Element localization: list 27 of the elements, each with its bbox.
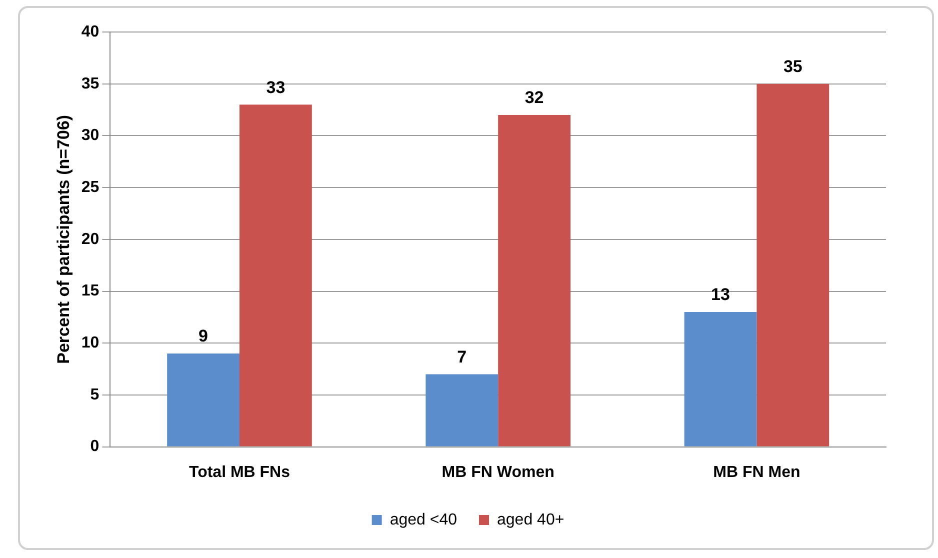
bar [756,84,830,446]
legend-label: aged 40+ [497,511,564,528]
y-tick-label: 10 [81,334,100,352]
data-label: 7 [457,347,467,366]
y-tick-label: 40 [81,23,100,40]
y-tick-label: 20 [81,230,100,248]
data-label: 9 [198,326,208,346]
data-label: 33 [266,78,286,97]
bar [167,353,240,446]
y-tick-label: 5 [90,386,100,404]
y-tick-label: 35 [81,75,100,92]
y-tick-label: 0 [90,438,100,456]
bar [426,374,498,446]
x-tick-label: Total MB FNs [188,464,290,481]
y-tick-label: 15 [81,282,100,300]
data-label: 13 [711,285,730,304]
bar [498,114,571,446]
bar [240,104,312,446]
data-label: 32 [524,88,544,108]
y-axis-title: Percent of participants (n=706) [54,114,73,364]
bar [684,312,757,446]
y-tick-label: 30 [81,127,100,144]
x-tick-label: MB FN Men [713,464,800,481]
x-tick-label: MB FN Women [442,464,554,481]
y-tick-label: 25 [81,178,100,196]
data-label: 35 [783,57,802,76]
legend-label: aged <40 [390,511,458,528]
